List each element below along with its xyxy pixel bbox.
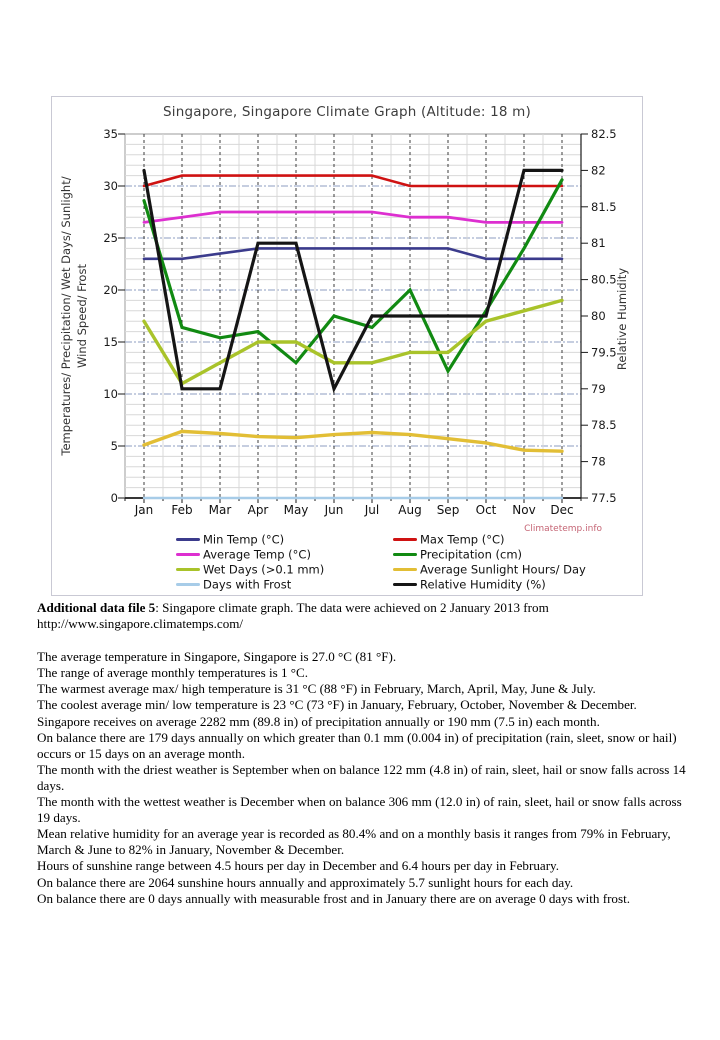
chart-title: Singapore, Singapore Climate Graph (Alti… — [163, 104, 531, 120]
x-axis-month-label: Oct — [476, 503, 497, 517]
body-paragraph-7: The month with the driest weather is Sep… — [37, 761, 686, 793]
y-axis-right-tick-label: 79.5 — [591, 345, 617, 359]
x-axis-month-label: Jul — [364, 503, 379, 517]
y-axis-right-tick-label: 81.5 — [591, 200, 617, 214]
legend-chip-min-temp-c — [176, 538, 200, 541]
y-axis-right-tick-label: 77.5 — [591, 491, 617, 505]
x-axis-month-label: Nov — [512, 503, 535, 517]
legend-label-precipitation-cm: Precipitation (cm) — [420, 547, 523, 562]
climate-graph-figure: Singapore, Singapore Climate Graph (Alti… — [51, 96, 643, 596]
x-axis-month-label: Jun — [324, 503, 344, 517]
y-axis-left-tick-label: 30 — [103, 179, 118, 193]
y-axis-right-tick-label: 81 — [591, 236, 606, 250]
body-paragraph-6: On balance there are 179 days annually o… — [37, 729, 677, 761]
legend-item-days-with-frost: Days with Frost — [176, 577, 292, 592]
y-axis-right-tick-label: 82.5 — [591, 127, 617, 141]
x-axis-month-label: Sep — [437, 503, 460, 517]
x-axis-month-label: Jan — [134, 503, 154, 517]
y-axis-right-tick-label: 82 — [591, 163, 606, 177]
body-paragraph-5: Singapore receives on average 2282 mm (8… — [37, 713, 600, 729]
legend-label-max-temp-c: Max Temp (°C) — [420, 532, 505, 547]
series-line-max-temp-c — [142, 174, 564, 188]
y-axis-right-tick-label: 79 — [591, 382, 606, 396]
y-axis-left-tick-label: 35 — [103, 127, 118, 141]
x-axis-month-label: Dec — [550, 503, 573, 517]
y-axis-right-tick-label: 78 — [591, 455, 606, 469]
legend-label-average-sunlight-hours-day: Average Sunlight Hours/ Day — [420, 562, 586, 577]
body-paragraphs: The average temperature in Singapore, Si… — [37, 649, 689, 907]
legend-item-relative-humidity: Relative Humidity (%) — [393, 577, 546, 592]
x-axis-month-label: Mar — [209, 503, 232, 517]
legend-item-min-temp-c: Min Temp (°C) — [176, 532, 285, 547]
legend-chip-precipitation-cm — [393, 553, 417, 556]
y-axis-right-tick-label: 80.5 — [591, 273, 617, 287]
legend-label-average-temp-c: Average Temp (°C) — [203, 547, 311, 562]
y-axis-left-tick-label: 0 — [111, 491, 118, 505]
x-axis-month-label: Apr — [248, 503, 269, 517]
caption-rest: : Singapore climate graph. The data were… — [37, 600, 549, 632]
legend-chip-average-sunlight-hours-day — [393, 568, 417, 571]
legend-chip-relative-humidity — [393, 583, 417, 586]
legend-label-days-with-frost: Days with Frost — [203, 577, 292, 592]
x-axis-month-label: May — [284, 503, 309, 517]
legend-chip-days-with-frost — [176, 583, 200, 586]
legend-label-wet-days-0-1-mm: Wet Days (>0.1 mm) — [203, 562, 325, 577]
caption-lead: Additional data file 5 — [37, 600, 156, 615]
series-line-average-sunlight-hours-day — [142, 429, 564, 453]
description-text: Additional data file 5: Singapore climat… — [37, 600, 689, 907]
y-axis-left-tick-label: 10 — [103, 387, 118, 401]
legend-item-average-temp-c: Average Temp (°C) — [176, 547, 311, 562]
y-axis-left-tick-label: 15 — [103, 335, 118, 349]
body-paragraph-11: On balance there are 2064 sunshine hours… — [37, 874, 574, 890]
legend-item-wet-days-0-1-mm: Wet Days (>0.1 mm) — [176, 562, 325, 577]
legend-chip-wet-days-0-1-mm — [176, 568, 200, 571]
x-axis-month-label: Aug — [398, 503, 421, 517]
legend-label-relative-humidity: Relative Humidity (%) — [420, 577, 546, 592]
body-paragraph-12: On balance there are 0 days annually wit… — [37, 890, 630, 906]
x-axis-month-label: Feb — [171, 503, 192, 517]
body-paragraph-9: Mean relative humidity for an average ye… — [37, 826, 671, 858]
series-line-average-temp-c — [142, 210, 564, 224]
body-paragraph-4: The coolest average min/ low temperature… — [37, 697, 637, 713]
y-axis-left-tick-label: 20 — [103, 283, 118, 297]
legend-chip-max-temp-c — [393, 538, 417, 541]
legend-item-average-sunlight-hours-day: Average Sunlight Hours/ Day — [393, 562, 586, 577]
chart-legend: Min Temp (°C) Max Temp (°C) Average Temp (… — [52, 97, 642, 595]
legend-item-max-temp-c: Max Temp (°C) — [393, 532, 505, 547]
body-paragraph-3: The warmest average max/ high temperatur… — [37, 681, 596, 697]
y-axis-right-tick-label: 80 — [591, 309, 606, 323]
body-paragraph-10: Hours of sunshine range between 4.5 hour… — [37, 858, 560, 874]
series-line-relative-humidity — [142, 168, 564, 394]
y-axis-left-tick-label: 25 — [103, 231, 118, 245]
legend-chip-average-temp-c — [176, 553, 200, 556]
legend-item-precipitation-cm: Precipitation (cm) — [393, 547, 523, 562]
figure-caption: Additional data file 5: Singapore climat… — [37, 600, 689, 632]
series-line-precipitation-cm — [142, 178, 564, 375]
body-paragraph-1: The average temperature in Singapore, Si… — [37, 649, 397, 665]
climate-chart-svg: 0 5 10 15 20 25 30 35 77.5 78 78.5 79 79.5 80 80.5 81 81… — [103, 127, 617, 517]
body-paragraph-2: The range of average monthly temperature… — [37, 665, 309, 681]
y-axis-right-tick-label: 78.5 — [591, 418, 617, 432]
series-line-wet-days-0-1-mm — [142, 298, 564, 386]
body-paragraph-8: The month with the wettest weather is De… — [37, 794, 682, 826]
legend-label-min-temp-c: Min Temp (°C) — [203, 532, 285, 547]
series-line-min-temp-c — [142, 247, 564, 261]
y-axis-left-tick-label: 5 — [111, 439, 118, 453]
watermark: Climatetemp.info — [524, 524, 602, 534]
